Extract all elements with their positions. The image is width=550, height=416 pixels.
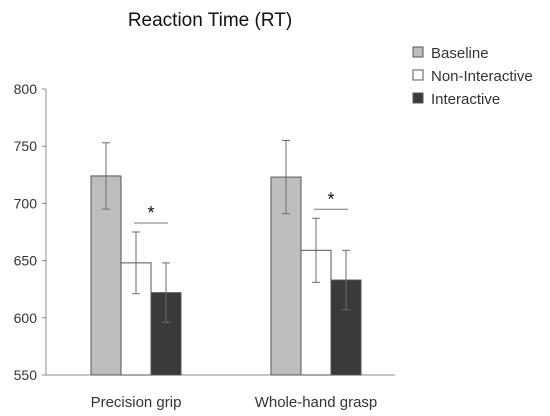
- chart-title: Reaction Time (RT): [128, 10, 292, 31]
- significance-marker: *: [327, 189, 334, 209]
- y-tick-label: 750: [14, 138, 38, 154]
- category-label: Precision grip: [91, 394, 182, 411]
- y-tick-label: 550: [14, 367, 38, 383]
- y-tick-label: 600: [14, 310, 38, 326]
- significance-markers: **: [134, 189, 348, 224]
- significance-marker: *: [147, 203, 154, 223]
- legend-swatch: [412, 92, 424, 104]
- y-tick-label: 800: [14, 81, 38, 97]
- y-tick-label: 700: [14, 195, 38, 211]
- category-label: Whole-hand grasp: [255, 394, 378, 411]
- legend-label: Interactive: [431, 91, 500, 108]
- y-tick-label: 650: [14, 253, 38, 269]
- category-labels: Precision grip Whole-hand grasp: [91, 394, 378, 411]
- legend-swatch: [412, 46, 424, 58]
- legend-swatch: [412, 69, 424, 81]
- legend-label: Baseline: [431, 45, 489, 62]
- legend-label: Non-Interactive: [431, 68, 533, 85]
- bars: [90, 139, 362, 376]
- legend: Baseline Non-Interactive Interactive: [412, 45, 533, 108]
